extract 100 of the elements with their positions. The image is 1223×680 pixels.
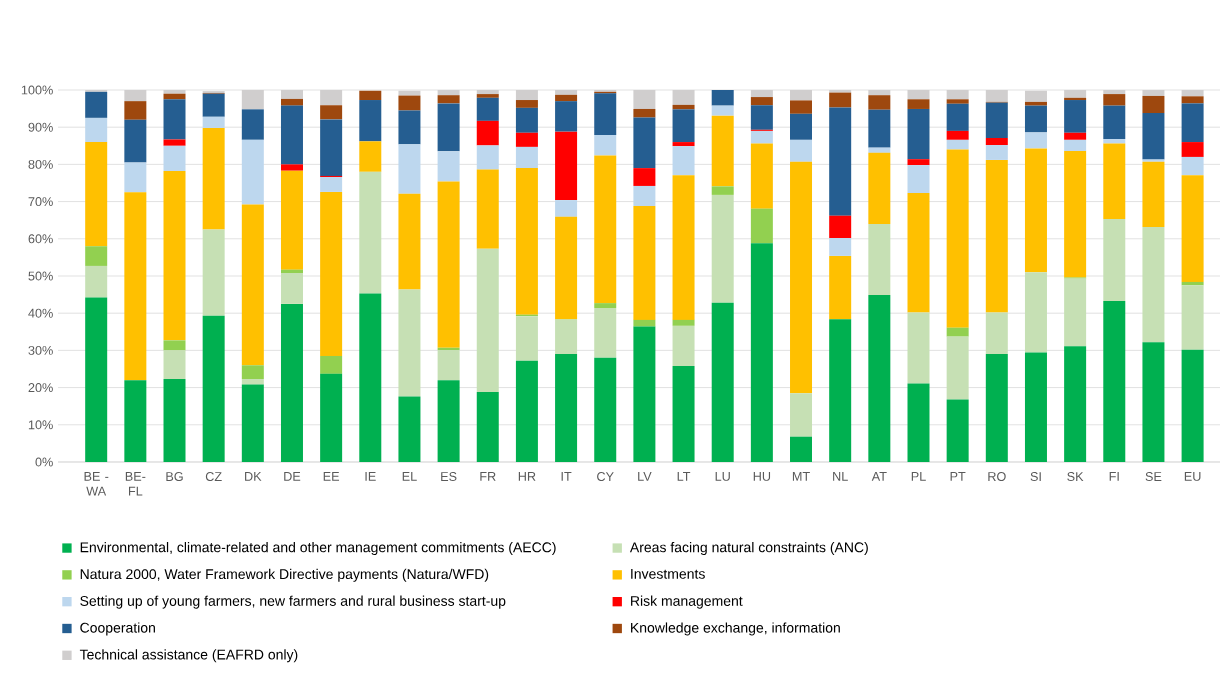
bar — [985, 312, 1008, 355]
bar — [515, 107, 538, 133]
x-tick-label: LU — [715, 472, 730, 481]
bar — [750, 143, 773, 209]
y-tick-label: 40% — [28, 308, 53, 318]
bar — [672, 175, 695, 320]
bar — [202, 229, 225, 316]
bar — [868, 152, 891, 224]
x-tick-label: PL — [911, 472, 926, 481]
bar — [398, 144, 421, 194]
bar — [476, 169, 499, 249]
bar — [829, 215, 852, 239]
bar — [594, 303, 617, 308]
bar — [946, 103, 969, 131]
bar — [1103, 105, 1126, 140]
bar — [985, 159, 1008, 313]
bar — [1103, 139, 1126, 144]
y-tick-label: 0% — [35, 457, 53, 467]
legend-label: Areas facing natural constraints (ANC) — [629, 541, 868, 556]
y-tick-label: 60% — [28, 234, 53, 244]
bar — [672, 142, 695, 147]
bar — [359, 100, 382, 142]
x-tick-label: DK — [245, 472, 262, 481]
bar — [946, 149, 969, 328]
bar — [829, 238, 852, 256]
x-tick-label: DE — [284, 472, 301, 481]
bar — [202, 93, 225, 117]
x-tick-label: ES — [441, 472, 457, 481]
bar — [1064, 100, 1087, 133]
bar — [790, 113, 813, 140]
bar — [163, 350, 186, 380]
bar — [476, 94, 499, 98]
bar — [907, 165, 930, 194]
bar — [711, 89, 734, 106]
legend-label: Risk management — [631, 595, 743, 609]
bar — [1103, 143, 1126, 220]
bar — [241, 379, 264, 385]
bar — [437, 103, 460, 152]
y-tick-label: 80% — [28, 159, 53, 169]
bar — [320, 191, 343, 356]
x-tick-label: FR — [480, 472, 496, 481]
bar — [398, 95, 421, 111]
bar — [946, 139, 969, 150]
bar — [946, 327, 969, 337]
bar — [241, 384, 264, 462]
x-tick-label: HU — [753, 472, 771, 481]
legend-label: Natura 2000, Water Framework Directive payments (Natura/WFD) — [80, 568, 489, 582]
bar — [515, 316, 538, 361]
bar — [437, 350, 460, 381]
bar — [711, 105, 734, 116]
bar — [437, 380, 460, 462]
bar — [1024, 101, 1047, 106]
bar — [985, 137, 1008, 146]
bar — [437, 151, 460, 182]
bar — [555, 319, 578, 355]
bar — [1142, 342, 1165, 462]
bar — [1142, 113, 1165, 160]
bar — [1064, 346, 1087, 462]
bar — [124, 119, 147, 163]
bar — [594, 357, 617, 462]
bar — [907, 312, 930, 384]
bar — [672, 325, 695, 367]
x-tick-label: EL — [402, 472, 417, 481]
bar — [163, 139, 186, 146]
bar — [124, 101, 147, 120]
bar — [85, 297, 108, 462]
bar — [202, 116, 225, 128]
bar — [476, 120, 499, 146]
bar — [1064, 132, 1087, 140]
legend-label: Environmental, climate-related and other management commitments (AECC) — [80, 541, 556, 556]
bar — [829, 92, 852, 108]
bar — [633, 108, 656, 118]
bar — [476, 392, 499, 462]
bar — [907, 159, 930, 166]
bar — [437, 95, 460, 104]
bar — [1024, 105, 1047, 133]
bar — [750, 97, 773, 106]
bar — [946, 336, 969, 400]
bar — [124, 192, 147, 381]
bar — [1142, 226, 1165, 343]
bar — [594, 307, 617, 358]
bar — [790, 393, 813, 437]
bar — [320, 119, 343, 176]
bar — [163, 379, 186, 462]
bar — [515, 168, 538, 315]
bar — [320, 355, 343, 374]
bar — [868, 109, 891, 148]
bar — [555, 216, 578, 320]
x-tick-label: PT — [950, 472, 966, 481]
bar — [633, 117, 656, 169]
bar — [515, 146, 538, 169]
bar — [163, 145, 186, 172]
bar — [594, 135, 617, 156]
bar — [633, 319, 656, 327]
bar — [594, 155, 617, 304]
bar — [398, 193, 421, 290]
bar — [320, 105, 343, 120]
bar — [868, 147, 891, 153]
bar — [1064, 97, 1087, 101]
y-tick-label: 100% — [21, 85, 53, 95]
